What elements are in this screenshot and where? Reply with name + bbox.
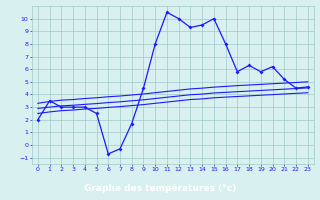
Text: Graphe des températures (°c): Graphe des températures (°c)	[84, 184, 236, 193]
